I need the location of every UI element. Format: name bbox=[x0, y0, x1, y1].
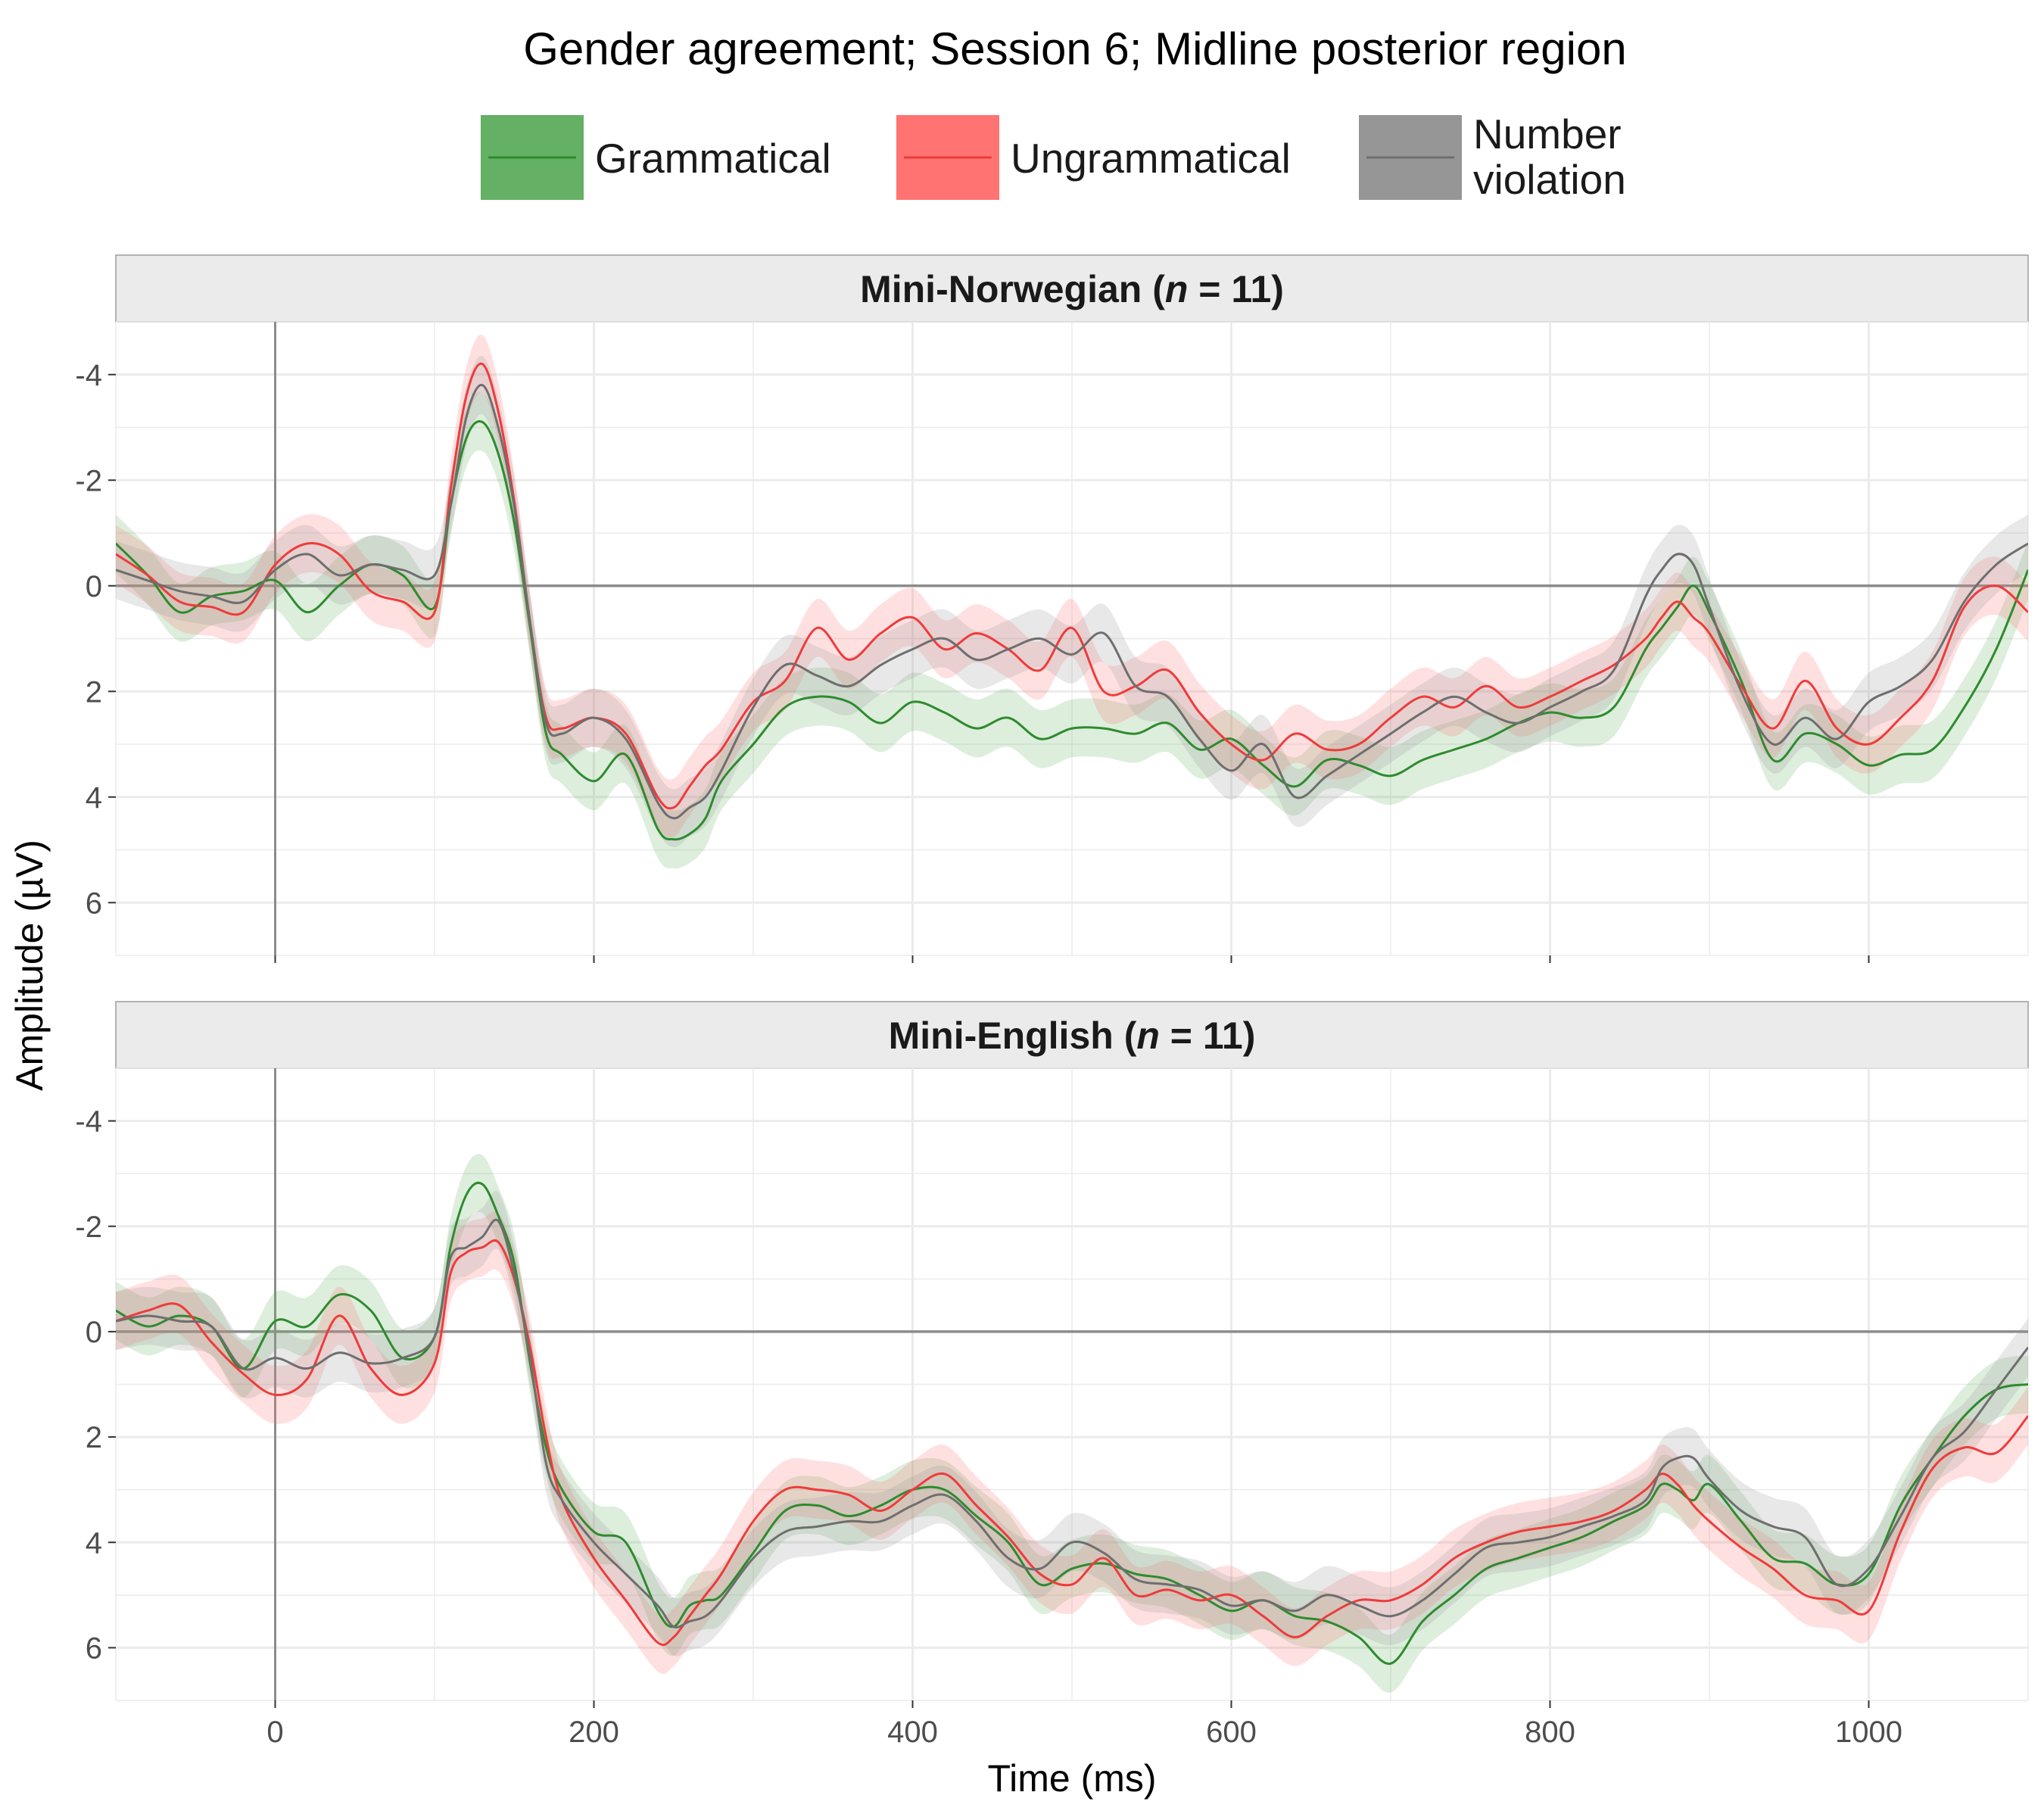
series-line-0 bbox=[116, 1181, 2028, 1665]
series-line-1 bbox=[116, 362, 2028, 810]
ribbon-2 bbox=[116, 1190, 2028, 1656]
y-tick-label: -2 bbox=[75, 1211, 102, 1244]
y-tick-label: 2 bbox=[86, 675, 102, 709]
panel-title-part: Mini-English ( bbox=[889, 1014, 1137, 1057]
y-tick-label: -4 bbox=[75, 1105, 102, 1139]
x-tick-label: 1000 bbox=[1835, 1716, 1902, 1749]
panel-title-part: = 11) bbox=[1188, 268, 1284, 310]
x-tick-label: 200 bbox=[569, 1716, 619, 1749]
y-tick-label: 6 bbox=[86, 887, 102, 920]
y-tick-label: 6 bbox=[86, 1632, 102, 1665]
panel-title-italic: n bbox=[1136, 1014, 1160, 1057]
x-tick-label: 600 bbox=[1206, 1716, 1257, 1749]
legend-label-line: Grammatical bbox=[595, 135, 831, 182]
legend: Grammatical Ungrammatical Number violation bbox=[481, 111, 1626, 203]
panel-title-italic: n bbox=[1165, 268, 1189, 310]
panel: Mini-Norwegian (n = 11) -4 -2 0 2 4 6 bbox=[75, 254, 2029, 963]
y-axis-title: Amplitude (µV) bbox=[8, 840, 51, 1091]
y-tick-label: -2 bbox=[75, 464, 102, 497]
x-tick-label: 400 bbox=[887, 1716, 938, 1749]
panel-title: Mini-Norwegian (n = 11) bbox=[860, 268, 1284, 310]
series-line-2 bbox=[116, 1218, 2028, 1628]
legend-label-line: violation bbox=[1473, 156, 1626, 203]
y-tick-label: -4 bbox=[75, 359, 102, 392]
x-axis-title: Time (ms) bbox=[987, 1757, 1156, 1800]
x-tick-label: 0 bbox=[266, 1716, 283, 1749]
legend-item: Grammatical bbox=[481, 115, 831, 200]
y-tick-label: 2 bbox=[86, 1421, 102, 1454]
ribbon-2 bbox=[116, 356, 2028, 848]
legend-label-line: Number bbox=[1473, 111, 1622, 157]
series-layer bbox=[116, 1154, 2028, 1693]
panel-strip bbox=[115, 254, 2029, 323]
legend-item: Ungrammatical bbox=[896, 115, 1291, 200]
panel: Mini-English (n = 11) -4 -2 0 2 4 6 0 200 400 600 8… bbox=[75, 1001, 2029, 1749]
panel-title-part: = 11) bbox=[1160, 1014, 1256, 1057]
y-tick-label: 0 bbox=[86, 570, 102, 603]
legend-label: Number violation bbox=[1473, 111, 1626, 203]
series-line-2 bbox=[116, 384, 2028, 820]
x-tick-label: 800 bbox=[1525, 1716, 1575, 1749]
y-tick-label: 4 bbox=[86, 781, 102, 815]
y-tick-label: 4 bbox=[86, 1526, 102, 1560]
ribbon-0 bbox=[116, 392, 2028, 869]
chart-title: Gender agreement; Session 6; Midline pos… bbox=[523, 23, 1626, 74]
panel-title-part: Mini-Norwegian ( bbox=[860, 268, 1165, 310]
legend-label: Ungrammatical bbox=[1011, 135, 1291, 182]
legend-item: Number violation bbox=[1359, 111, 1626, 203]
series-layer bbox=[116, 334, 2028, 869]
panel-strip bbox=[115, 1001, 2029, 1069]
legend-label: Grammatical bbox=[595, 135, 831, 182]
legend-label-line: Ungrammatical bbox=[1011, 135, 1291, 182]
panel-title: Mini-English (n = 11) bbox=[889, 1014, 1256, 1057]
series-line-1 bbox=[116, 1239, 2028, 1647]
y-tick-label: 0 bbox=[86, 1316, 102, 1349]
